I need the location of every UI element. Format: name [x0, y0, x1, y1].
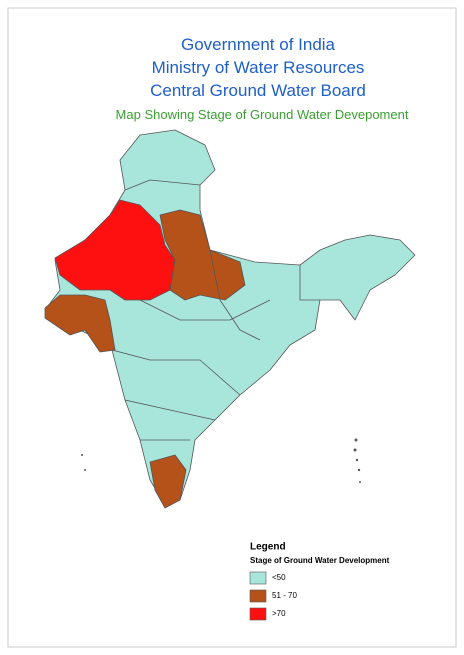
legend: Legend Stage of Ground Water Development…	[249, 542, 390, 621]
legend-swatch	[249, 571, 267, 585]
region	[54, 199, 176, 301]
legend-label: 51 - 70	[272, 591, 297, 600]
legend-label: >70	[272, 609, 286, 618]
subtitle: Map Showing Stage of Ground Water Devepo…	[116, 107, 409, 122]
region	[149, 454, 187, 509]
legend-subtitle: Stage of Ground Water Development	[250, 556, 390, 565]
title-line: Government of India	[181, 35, 336, 54]
legend-title: Legend	[250, 542, 286, 553]
legend-swatch	[249, 607, 267, 621]
title-line: Central Ground Water Board	[150, 81, 366, 100]
region	[159, 209, 246, 301]
region	[44, 294, 116, 353]
islands	[81, 438, 361, 483]
india-map	[44, 129, 416, 509]
legend-label: <50	[272, 573, 286, 582]
legend-items: <50 51 - 70 >70	[249, 571, 297, 621]
legend-swatch	[249, 589, 267, 603]
title-line: Ministry of Water Resources	[152, 58, 365, 77]
state-border	[111, 179, 320, 441]
